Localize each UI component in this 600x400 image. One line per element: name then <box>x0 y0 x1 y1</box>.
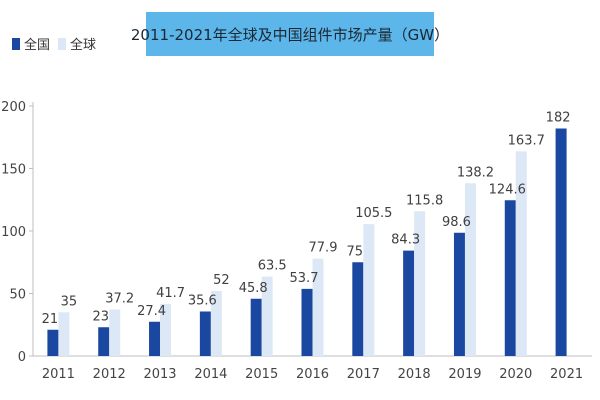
data-label-global: 77.9 <box>309 241 338 256</box>
chart-title-box <box>146 12 434 56</box>
x-tick-label: 2016 <box>296 367 329 382</box>
bar-china <box>352 262 364 356</box>
data-label-global: 52 <box>213 273 230 288</box>
bar-global <box>109 309 121 356</box>
legend-swatch-global <box>58 38 66 50</box>
legend-label-global: 全球 <box>70 37 96 53</box>
legend-swatch-china <box>12 38 20 50</box>
bar-china <box>301 288 313 356</box>
data-label-china: 27.4 <box>137 304 166 319</box>
bar-global <box>515 151 527 356</box>
bar-global <box>261 276 273 356</box>
bar-global <box>160 303 172 356</box>
data-label-china: 35.6 <box>188 294 217 309</box>
bar-china <box>504 200 516 356</box>
data-label-china: 53.7 <box>290 271 319 286</box>
data-label-global: 105.5 <box>355 206 392 221</box>
x-tick-label: 2015 <box>245 367 278 382</box>
x-tick-label: 2017 <box>347 367 380 382</box>
data-label-china: 23 <box>92 309 109 324</box>
x-tick-label: 2012 <box>93 367 126 382</box>
x-tick-label: 2013 <box>143 367 176 382</box>
x-tick-label: 2020 <box>499 367 532 382</box>
bar-china <box>47 329 59 356</box>
x-tick-label: 2019 <box>448 367 481 382</box>
data-label-global: 63.5 <box>258 259 287 274</box>
data-label-china: 75 <box>347 244 364 259</box>
x-tick-label: 2014 <box>194 367 227 382</box>
bar-global <box>312 258 324 356</box>
data-label-china: 84.3 <box>391 233 420 248</box>
y-axis: 0 50 100 150 200 <box>1 100 34 365</box>
bar-global <box>414 211 426 356</box>
bar-china <box>199 311 211 356</box>
data-label-china: 124.6 <box>489 182 526 197</box>
bars <box>47 128 567 356</box>
data-label-global: 35 <box>61 294 78 309</box>
x-tick-label: 2021 <box>550 367 583 382</box>
y-tick-label: 200 <box>1 100 26 115</box>
data-label-china: 21 <box>42 312 59 327</box>
data-label-china: 98.6 <box>442 215 471 230</box>
data-label-global: 115.8 <box>406 193 443 208</box>
bar-china <box>149 321 161 356</box>
data-label-global: 138.2 <box>457 165 494 180</box>
bar-china <box>403 250 415 356</box>
x-tick-label: 2018 <box>398 367 431 382</box>
data-label-china: 45.8 <box>239 281 268 296</box>
bar-china <box>555 128 567 356</box>
x-tick-label: 2011 <box>42 367 75 382</box>
bar-china <box>250 298 262 356</box>
y-tick-label: 150 <box>1 163 26 178</box>
y-tick-label: 50 <box>9 288 26 303</box>
bar-china <box>453 232 465 356</box>
legend-label-china: 全国 <box>24 37 50 53</box>
y-tick-label: 100 <box>1 225 26 240</box>
bar-global <box>210 291 222 356</box>
bar-global <box>464 183 476 356</box>
chart-title: 2011-2021年全球及中国组件市场产量（GW） <box>131 26 449 44</box>
y-tick-label: 0 <box>18 350 26 365</box>
data-label-global: 37.2 <box>105 292 134 307</box>
bar-china <box>98 327 110 356</box>
x-axis: 2011 2012 2013 2014 2015 2016 2017 2018 2019 2020… <box>33 355 592 382</box>
data-label-global: 41.7 <box>156 286 185 301</box>
data-label-global: 163.7 <box>508 133 545 148</box>
data-label-china: 182 <box>546 111 571 126</box>
bar-global <box>58 312 70 356</box>
bar-global <box>363 224 375 356</box>
